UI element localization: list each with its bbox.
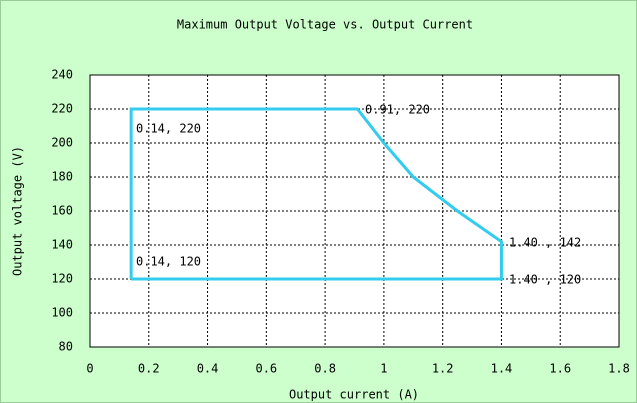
data-line bbox=[129, 107, 503, 281]
chart-title: Maximum Output Voltage vs. Output Curren… bbox=[177, 18, 473, 32]
y-tick-label: 160 bbox=[51, 204, 73, 218]
y-tick-label: 120 bbox=[51, 272, 73, 286]
y-tick-label: 80 bbox=[59, 340, 73, 354]
y-tick-label: 180 bbox=[51, 170, 73, 184]
plot-border bbox=[89, 74, 620, 348]
x-tick-label: 1 bbox=[380, 362, 387, 376]
y-tick-label: 140 bbox=[51, 238, 73, 252]
x-tick-label: 0.4 bbox=[197, 362, 219, 376]
y-tick-label: 100 bbox=[51, 306, 73, 320]
annotation: 1.40 , 142 bbox=[509, 236, 581, 250]
x-tick-label: 0.6 bbox=[255, 362, 277, 376]
y-tick-label: 200 bbox=[51, 136, 73, 150]
x-tick-label: 1.8 bbox=[608, 362, 630, 376]
y-tick-label: 240 bbox=[51, 68, 73, 82]
x-tick-label: 0 bbox=[86, 362, 93, 376]
x-tick-label: 0.8 bbox=[314, 362, 336, 376]
x-tick-label: 1.2 bbox=[432, 362, 454, 376]
x-tick-label: 1.4 bbox=[491, 362, 513, 376]
x-tick-label: 0.2 bbox=[138, 362, 160, 376]
annotation: 1.40 , 120 bbox=[509, 273, 581, 287]
y-axis-label: Output voltage (V) bbox=[11, 146, 25, 276]
annotation: 0.14, 220 bbox=[136, 122, 201, 136]
annotation: 0.14, 120 bbox=[136, 255, 201, 269]
x-tick-label: 1.6 bbox=[549, 362, 571, 376]
x-axis-label: Output current (A) bbox=[289, 388, 419, 402]
annotation: 0.91, 220 bbox=[365, 103, 430, 117]
y-tick-label: 220 bbox=[51, 102, 73, 116]
